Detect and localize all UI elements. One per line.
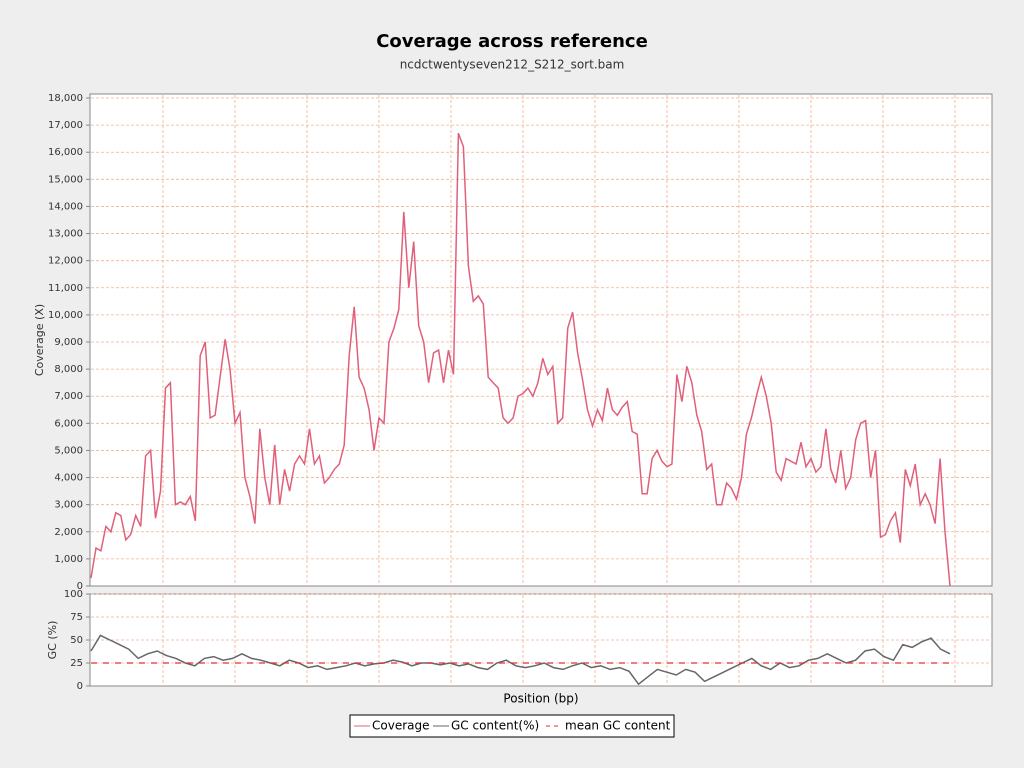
y-axis-label: GC (%) xyxy=(46,621,59,660)
y-tick-label: 75 xyxy=(70,612,83,623)
legend-label: GC content(%) xyxy=(451,719,539,733)
vertical-grid xyxy=(162,95,956,685)
y-tick-label: 2,000 xyxy=(54,527,83,538)
legend-label: mean GC content xyxy=(565,719,671,733)
y-tick-label: 9,000 xyxy=(54,337,83,348)
chart-title: Coverage across reference xyxy=(376,31,648,52)
y-tick-label: 4,000 xyxy=(54,473,83,484)
chart-subtitle: ncdctwentyseven212_S212_sort.bam xyxy=(400,58,625,72)
y-tick-label: 10,000 xyxy=(48,310,83,321)
y-tick-label: 5,000 xyxy=(54,445,83,456)
y-tick-label: 13,000 xyxy=(48,229,83,240)
y-axis-label: Coverage (X) xyxy=(33,304,46,376)
y-tick-label: 12,000 xyxy=(48,256,83,267)
data-line xyxy=(90,132,951,587)
y-tick-label: 11,000 xyxy=(48,283,83,294)
y-tick-label: 100 xyxy=(64,589,83,600)
y-tick-label: 14,000 xyxy=(48,201,83,212)
y-tick-label: 0 xyxy=(77,581,83,592)
y-tick-label: 8,000 xyxy=(54,364,83,375)
y-tick-label: 50 xyxy=(70,635,83,646)
y-tick-label: 3,000 xyxy=(54,500,83,511)
plot-area xyxy=(89,93,993,587)
y-tick-label: 0 xyxy=(77,681,83,692)
y-tick-label: 17,000 xyxy=(48,120,83,131)
y-tick-label: 1,000 xyxy=(54,554,83,565)
y-tick-label: 7,000 xyxy=(54,391,83,402)
y-tick-label: 15,000 xyxy=(48,174,83,185)
y-tick-label: 25 xyxy=(70,658,83,669)
y-tick-label: 6,000 xyxy=(54,418,83,429)
y-tick-label: 18,000 xyxy=(48,93,83,104)
legend xyxy=(349,714,675,738)
legend-label: Coverage xyxy=(372,719,430,733)
y-tick-label: 16,000 xyxy=(48,147,83,158)
x-axis-label: Position (bp) xyxy=(503,692,578,706)
data-line xyxy=(90,634,951,686)
